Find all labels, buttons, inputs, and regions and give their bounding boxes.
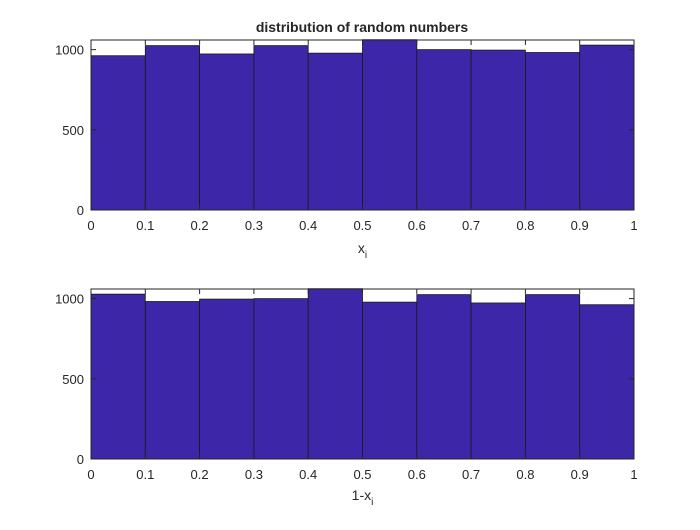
histogram-bar	[362, 301, 418, 460]
x-tick-label: 0	[87, 218, 94, 233]
x-tick-label: 0.9	[571, 467, 589, 482]
histogram-bar	[144, 301, 201, 460]
histogram-bar	[579, 44, 635, 211]
x-tick-label: 0.7	[462, 218, 480, 233]
x-tick-label: 0.1	[136, 467, 154, 482]
x-axis-label-main: 1-x	[352, 487, 371, 503]
histogram-bar	[525, 52, 581, 211]
x-tick-label: 0.8	[516, 467, 534, 482]
x-tick-label: 0.5	[353, 218, 371, 233]
histogram-bar	[307, 288, 363, 460]
histogram-bar	[579, 304, 635, 460]
x-tick-label: 1	[630, 467, 637, 482]
x-axis-label: 1-xi	[352, 487, 374, 508]
x-tick-label: 0.8	[516, 218, 534, 233]
y-tick-label: 1000	[55, 292, 84, 307]
y-tick-label: 0	[77, 452, 84, 467]
x-tick-label: 0.4	[299, 218, 317, 233]
x-tick-label: 0.9	[571, 218, 589, 233]
x-tick-label: 0.2	[191, 218, 209, 233]
histogram-bar	[253, 45, 309, 211]
histogram-bar	[144, 45, 201, 211]
histogram-bar	[199, 53, 255, 211]
chart-title: distribution of random numbers	[256, 19, 469, 35]
x-tick-label: 0.5	[353, 467, 371, 482]
x-tick-label: 0.6	[408, 467, 426, 482]
x-axis-label-subscript: i	[365, 250, 367, 261]
y-tick-label: 500	[62, 123, 84, 138]
histogram-bar	[416, 294, 472, 460]
x-tick-label: 0.3	[245, 218, 263, 233]
histogram-bar	[470, 302, 526, 460]
x-axis-label-subscript: i	[371, 497, 373, 508]
histogram-bar	[307, 52, 363, 211]
x-tick-label: 0	[87, 467, 94, 482]
histogram-bar	[90, 293, 146, 460]
y-tick-label: 500	[62, 372, 84, 387]
x-axis-label-main: x	[358, 240, 365, 256]
histogram-axes-bottom: 0 0.1 0.2 0.3 0.4 0.5 0.6 0.7 0.8 0.9 1 0 500 1000 1-x…	[55, 288, 638, 508]
histogram-bar	[362, 39, 418, 211]
histogram-bar	[470, 49, 526, 211]
x-tick-label: 0.2	[191, 467, 209, 482]
y-tick-label: 1000	[55, 43, 84, 58]
x-tick-label: 0.1	[136, 218, 154, 233]
x-tick-label: 0.3	[245, 467, 263, 482]
x-tick-label: 0.7	[462, 467, 480, 482]
x-tick-label: 1	[630, 218, 637, 233]
x-axis-label: xi	[358, 240, 367, 261]
histogram-bar	[416, 49, 472, 211]
histogram-bar	[90, 55, 146, 211]
histogram-bar	[253, 298, 309, 460]
histogram-axes-top: 0 0.1 0.2 0.3 0.4 0.5 0.6 0.7 0.8 0.9 1 0 500 1000 xi	[55, 39, 638, 261]
x-tick-label: 0.4	[299, 467, 317, 482]
histogram-bar	[525, 294, 581, 460]
x-tick-label: 0.6	[408, 218, 426, 233]
y-tick-label: 0	[77, 203, 84, 218]
histogram-bar	[199, 298, 255, 460]
